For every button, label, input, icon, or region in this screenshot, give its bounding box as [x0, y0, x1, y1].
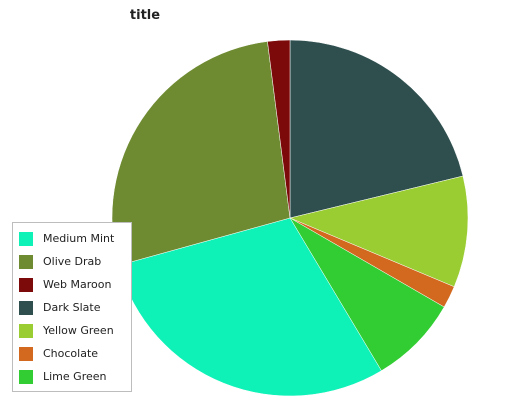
- legend-swatch: [19, 369, 33, 384]
- pie-slice-lime-green: [289, 217, 445, 372]
- legend-item: Dark Slate: [19, 296, 125, 319]
- legend-swatch: [19, 277, 33, 292]
- legend-swatch: [19, 346, 33, 361]
- legend-swatch: [19, 300, 33, 315]
- pie-slice-yellow-green: [289, 175, 469, 288]
- legend-label: Medium Mint: [43, 232, 115, 245]
- chart-title: title: [129, 8, 161, 23]
- legend: Medium Mint Olive Drab Web Maroon Dark Slat…: [12, 222, 132, 392]
- legend-item: Lime Green: [19, 365, 125, 388]
- legend-label: Olive Drab: [43, 255, 102, 268]
- pie-slice-dark-slate: [289, 39, 464, 219]
- legend-swatch: [19, 254, 33, 269]
- legend-item: Olive Drab: [19, 250, 125, 273]
- legend-swatch: [19, 231, 33, 246]
- legend-item: Chocolate: [19, 342, 125, 365]
- pie-slice-web-maroon: [267, 39, 291, 219]
- legend-item: Yellow Green: [19, 319, 125, 342]
- legend-label: Chocolate: [43, 347, 99, 360]
- legend-label: Lime Green: [43, 370, 107, 383]
- pie-slice-medium-mint: [118, 217, 382, 397]
- legend-item: Medium Mint: [19, 227, 125, 250]
- legend-label: Dark Slate: [43, 301, 101, 314]
- legend-label: Yellow Green: [43, 324, 114, 337]
- legend-swatch: [19, 323, 33, 338]
- legend-item: Web Maroon: [19, 273, 125, 296]
- legend-label: Web Maroon: [43, 278, 112, 291]
